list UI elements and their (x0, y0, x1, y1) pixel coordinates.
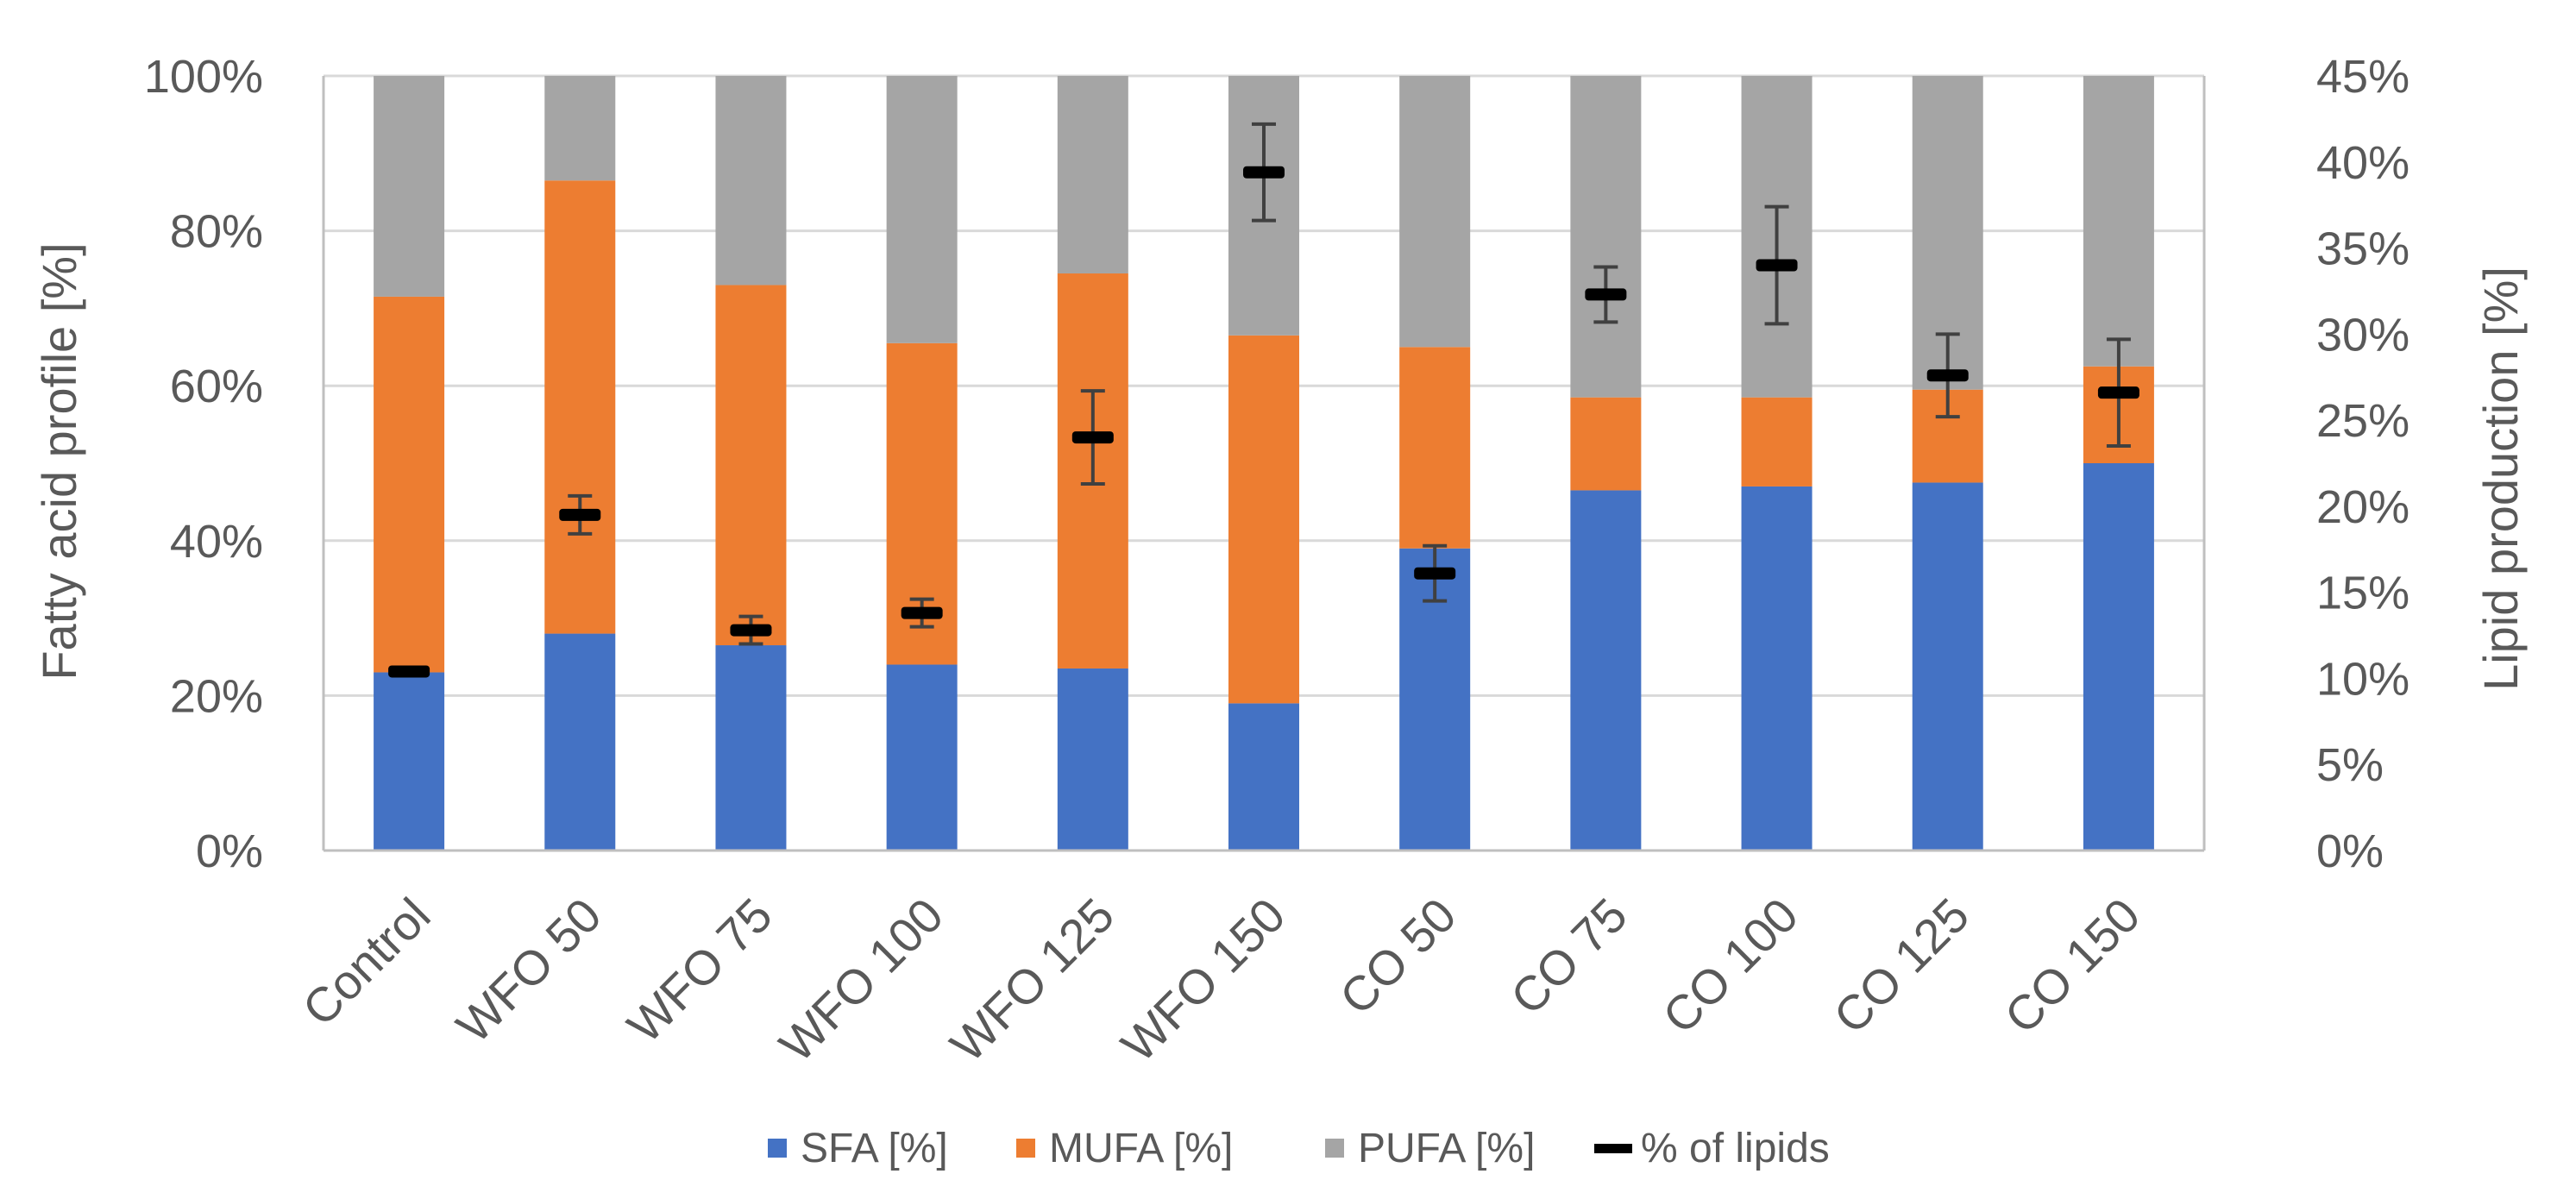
bar-sfa-6 (1228, 703, 1299, 851)
bar-sfa-5 (1057, 668, 1128, 851)
legend-swatch-lipids (1594, 1144, 1632, 1153)
bar-pufa-5 (1057, 76, 1128, 273)
bar-pufa-3 (715, 76, 787, 286)
bar-mufa-3 (715, 285, 787, 646)
y-tick-label: 40% (170, 516, 263, 568)
category-label: CO 50 (1329, 888, 1467, 1025)
category-label: CO 150 (1994, 888, 2150, 1044)
lipid-marker (1243, 166, 1285, 179)
bar-sfa-1 (374, 672, 445, 851)
bar-mufa-7 (1399, 347, 1471, 549)
y2-tick-label: 15% (2316, 568, 2410, 619)
lipid-marker (1926, 369, 1969, 382)
bar-pufa-2 (544, 76, 616, 181)
y2-tick-label: 20% (2316, 481, 2410, 533)
y-tick-label: 100% (144, 51, 263, 103)
lipid-marker (1071, 431, 1114, 444)
bar-mufa-6 (1228, 335, 1299, 704)
lipid-marker (730, 624, 772, 637)
lipid-marker (1756, 259, 1798, 272)
y2-tick-label: 5% (2316, 739, 2384, 791)
y2-tick-label: 30% (2316, 309, 2410, 361)
bar-pufa-1 (374, 76, 445, 297)
lipid-marker (559, 508, 601, 521)
lipid-point-5 (1071, 389, 1114, 486)
lipid-point-11 (2097, 337, 2139, 449)
bar-pufa-4 (886, 76, 958, 343)
category-label: CO 100 (1652, 888, 1808, 1044)
lipid-point-3 (730, 614, 772, 646)
y2-tick-label: 35% (2316, 223, 2410, 275)
category-label: WFO 150 (1110, 888, 1295, 1072)
y2-tick-label: 0% (2316, 825, 2384, 877)
y2-axis-title: Lipid production [%] (2473, 267, 2528, 691)
bar-mufa-1 (374, 296, 445, 673)
lipid-point-10 (1926, 332, 1969, 419)
y-tick-label: 0% (196, 825, 263, 877)
lipid-point-6 (1243, 122, 1285, 223)
lipid-marker (1585, 288, 1627, 301)
category-label: WFO 50 (446, 888, 612, 1053)
bar-sfa-9 (1741, 486, 1813, 851)
category-label: Control (292, 888, 440, 1036)
legend: SFA [%] MUFA [%] PUFA [%] % of lipids (768, 1126, 1830, 1171)
y-axis-title: Fatty acid profile [%] (32, 242, 86, 680)
secondary-y-ticks: 0% 5% 10% 15% 20% 25% 30% 35% 40% 45% (2316, 51, 2410, 877)
category-label: CO 125 (1823, 888, 1979, 1044)
lipid-point-4 (901, 597, 943, 629)
bar-mufa-2 (544, 180, 616, 634)
bar-sfa-2 (544, 633, 616, 851)
legend-label-pufa: PUFA [%] (1358, 1126, 1535, 1171)
bar-sfa-8 (1570, 490, 1642, 851)
category-label: WFO 100 (769, 888, 953, 1072)
y-tick-label: 80% (170, 206, 263, 258)
lipid-marker (1414, 567, 1456, 580)
bar-pufa-11 (2083, 76, 2154, 367)
bar-sfa-3 (715, 645, 787, 851)
lipid-point-9 (1756, 204, 1798, 326)
bar-pufa-8 (1570, 76, 1642, 398)
y2-tick-label: 40% (2316, 137, 2410, 189)
lipid-marker (901, 606, 943, 619)
bar-pufa-7 (1399, 76, 1471, 348)
lipid-marker (388, 665, 430, 678)
lipid-point-2 (559, 493, 601, 536)
lipid-markers (388, 122, 2139, 678)
primary-y-ticks: 0% 20% 40% 60% 80% 100% (144, 51, 263, 877)
bar-sfa-4 (886, 664, 958, 851)
legend-swatch-pufa (1325, 1139, 1344, 1158)
lipid-point-1 (388, 665, 430, 678)
bar-mufa-9 (1741, 397, 1813, 487)
y2-tick-label: 10% (2316, 653, 2410, 705)
legend-label-lipids: % of lipids (1641, 1126, 1830, 1171)
legend-label-mufa: MUFA [%] (1049, 1126, 1233, 1171)
legend-swatch-mufa (1016, 1139, 1035, 1158)
lipid-marker (2097, 386, 2139, 399)
bar-sfa-10 (1912, 482, 1983, 851)
y2-tick-label: 25% (2316, 395, 2410, 447)
legend-swatch-sfa (768, 1139, 787, 1158)
y-tick-label: 20% (170, 670, 263, 722)
lipid-point-8 (1585, 265, 1627, 324)
y2-tick-label: 45% (2316, 51, 2410, 103)
category-label: CO 75 (1500, 888, 1637, 1025)
category-label: WFO 75 (617, 888, 782, 1053)
bar-mufa-8 (1570, 397, 1642, 491)
bar-sfa-11 (2083, 463, 2154, 851)
axes (322, 76, 2206, 852)
category-label: WFO 125 (939, 888, 1124, 1072)
legend-label-sfa: SFA [%] (801, 1126, 948, 1171)
y-tick-label: 60% (170, 361, 263, 412)
lipid-point-7 (1414, 543, 1456, 603)
